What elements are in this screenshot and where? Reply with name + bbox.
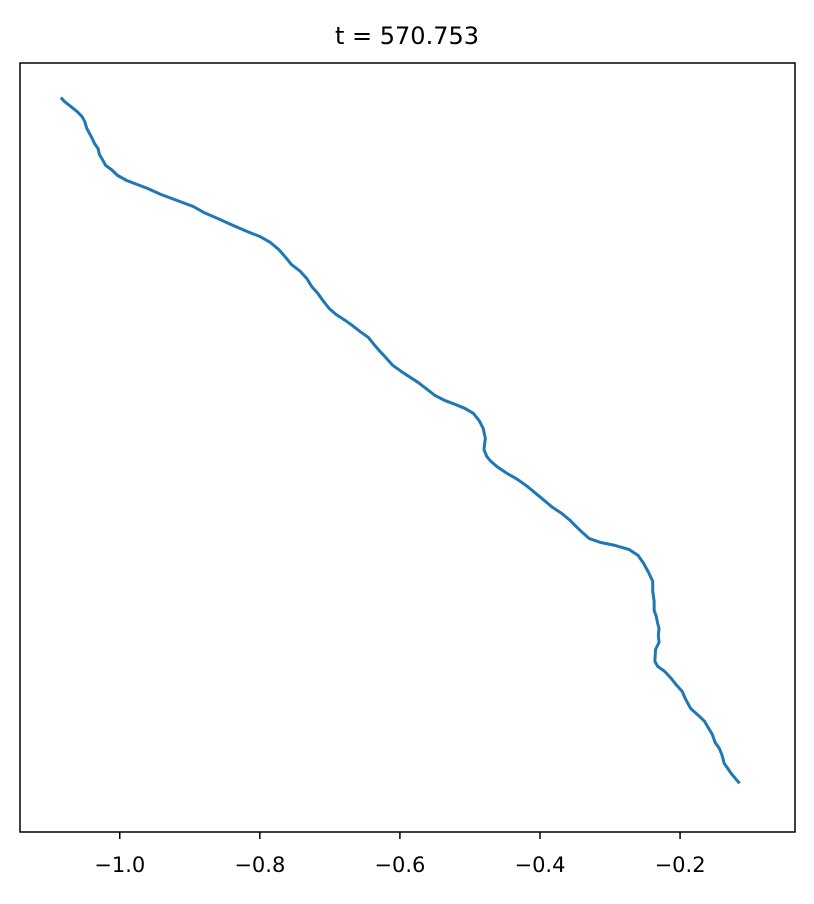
x-tick-label: −1.0 [94,853,145,877]
axes-frame [19,62,796,833]
plot-area [59,96,741,785]
x-axis: −1.0 −0.8 −0.6 −0.4 −0.2 [94,832,706,877]
chart-title: t = 570.753 [335,22,479,50]
x-tick-label: −0.4 [514,853,565,877]
series-line-0 [59,96,741,785]
x-tick-label: −0.2 [655,853,706,877]
x-tick-label: −0.6 [374,853,425,877]
x-tick-label: −0.8 [234,853,285,877]
